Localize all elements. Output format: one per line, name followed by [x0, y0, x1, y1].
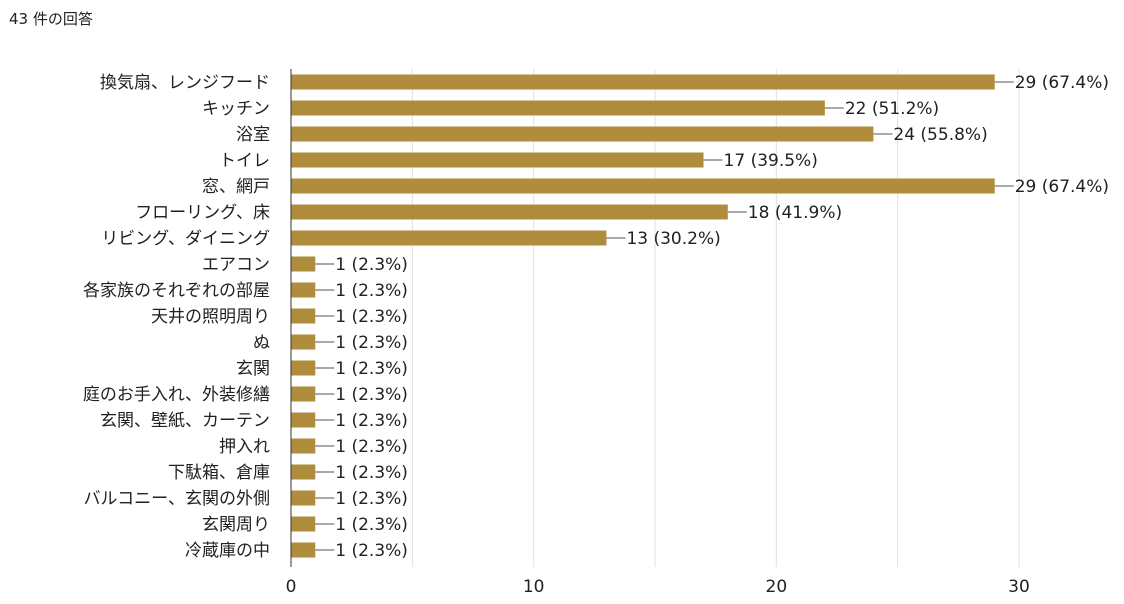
bar	[291, 490, 316, 506]
bar	[291, 412, 316, 428]
x-tick-label: 20	[766, 577, 788, 597]
value-label: 1 (2.3%)	[335, 541, 408, 561]
bar	[291, 204, 728, 220]
category-label: 下駄箱、倉庫	[168, 463, 270, 483]
bar	[291, 74, 995, 90]
value-label: 1 (2.3%)	[335, 255, 408, 275]
category-label: リビング、ダイニング	[101, 229, 270, 249]
category-label: エアコン	[202, 255, 270, 275]
value-label: 1 (2.3%)	[335, 437, 408, 457]
bar	[291, 516, 316, 532]
value-label: 17 (39.5%)	[724, 151, 818, 171]
category-label: トイレ	[219, 151, 270, 171]
bar	[291, 360, 316, 376]
bar	[291, 230, 607, 246]
bar	[291, 386, 316, 402]
bar	[291, 308, 316, 324]
bar	[291, 100, 825, 116]
bar	[291, 256, 316, 272]
x-tick-label: 0	[286, 577, 297, 597]
bar	[291, 464, 316, 480]
category-label: 浴室	[236, 125, 270, 145]
category-label: 冷蔵庫の中	[185, 541, 270, 561]
category-label: 玄関、壁紙、カーテン	[100, 411, 270, 431]
bar	[291, 438, 316, 454]
value-label: 1 (2.3%)	[335, 307, 408, 327]
bar	[291, 178, 995, 194]
value-label: 22 (51.2%)	[845, 99, 939, 119]
category-label: 玄関	[236, 359, 270, 379]
value-label: 1 (2.3%)	[335, 385, 408, 405]
category-label: 押入れ	[219, 437, 270, 457]
category-label: ぬ	[253, 333, 270, 353]
value-label: 1 (2.3%)	[335, 463, 408, 483]
value-label: 29 (67.4%)	[1015, 73, 1109, 93]
x-tick-label: 10	[523, 577, 545, 597]
category-label: 換気扇、レンジフード	[100, 73, 270, 93]
value-label: 24 (55.8%)	[893, 125, 987, 145]
category-label: フローリング、床	[135, 203, 270, 223]
value-label: 1 (2.3%)	[335, 411, 408, 431]
value-label: 13 (30.2%)	[626, 229, 720, 249]
category-label: 庭のお手入れ、外装修繕	[83, 385, 270, 405]
value-label: 29 (67.4%)	[1015, 177, 1109, 197]
value-label: 18 (41.9%)	[748, 203, 842, 223]
value-label: 1 (2.3%)	[335, 359, 408, 379]
x-tick-label: 30	[1008, 577, 1030, 597]
bar	[291, 152, 704, 168]
bar	[291, 126, 874, 142]
category-label: 窓、網戸	[202, 177, 270, 197]
category-label: 各家族のそれぞれの部屋	[83, 281, 270, 301]
bar	[291, 334, 316, 350]
response-count: 43 件の回答	[9, 10, 93, 28]
value-label: 1 (2.3%)	[335, 515, 408, 535]
bar	[291, 542, 316, 558]
value-label: 1 (2.3%)	[335, 333, 408, 353]
category-label: 天井の照明周り	[151, 307, 270, 327]
category-label: キッチン	[202, 99, 270, 119]
bar	[291, 282, 316, 298]
category-label: バルコニー、玄関の外側	[84, 489, 271, 509]
value-label: 1 (2.3%)	[335, 489, 408, 509]
value-label: 1 (2.3%)	[335, 281, 408, 301]
category-label: 玄関周り	[202, 515, 270, 535]
